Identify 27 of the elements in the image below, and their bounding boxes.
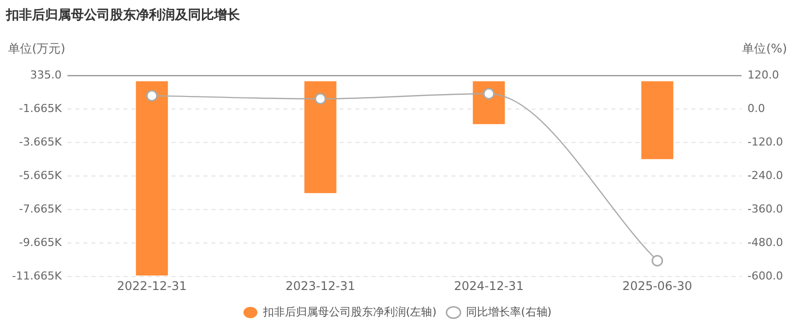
- point: [483, 88, 495, 100]
- chart-title: 扣非后归属母公司股东净利润及同比增长: [5, 7, 241, 24]
- y-tick-label: -7.665K: [18, 202, 62, 216]
- x-tick-label: 2022-12-31: [117, 278, 187, 293]
- point: [314, 93, 326, 105]
- y2-tick-label: 0.0: [748, 102, 766, 115]
- y2-tick-label: -600.0: [748, 269, 784, 282]
- point: [652, 254, 664, 266]
- x-tick-label: 2025-06-30: [622, 278, 692, 293]
- y-tick-label: 335.0: [30, 68, 62, 82]
- legend-label: 扣非后归属母公司股东净利润(左轴): [262, 305, 437, 318]
- y2-tick-label: -120.0: [748, 135, 784, 148]
- y2-tick-label: -480.0: [748, 236, 784, 249]
- y2-tick-label: 120.0: [748, 68, 780, 82]
- x-tick-label: 2024-12-31: [454, 278, 524, 293]
- y2-tick-label: -360.0: [748, 202, 784, 216]
- x-tick-label: 2023-12-31: [285, 278, 356, 293]
- y-tick-label: -5.665K: [18, 168, 62, 182]
- point: [146, 90, 158, 102]
- y-axis-title: 单位(万元): [8, 42, 66, 56]
- y2-tick-label: -240.0: [748, 168, 784, 182]
- y-tick-label: -11.665K: [12, 269, 62, 282]
- y-tick-label: -9.665K: [18, 236, 62, 249]
- y-tick-label: -1.665K: [18, 102, 62, 115]
- legend-label: 同比增长率(右轴): [466, 305, 552, 318]
- y2-axis-title: 单位(%): [742, 42, 787, 56]
- y-tick-label: -3.665K: [18, 135, 62, 148]
